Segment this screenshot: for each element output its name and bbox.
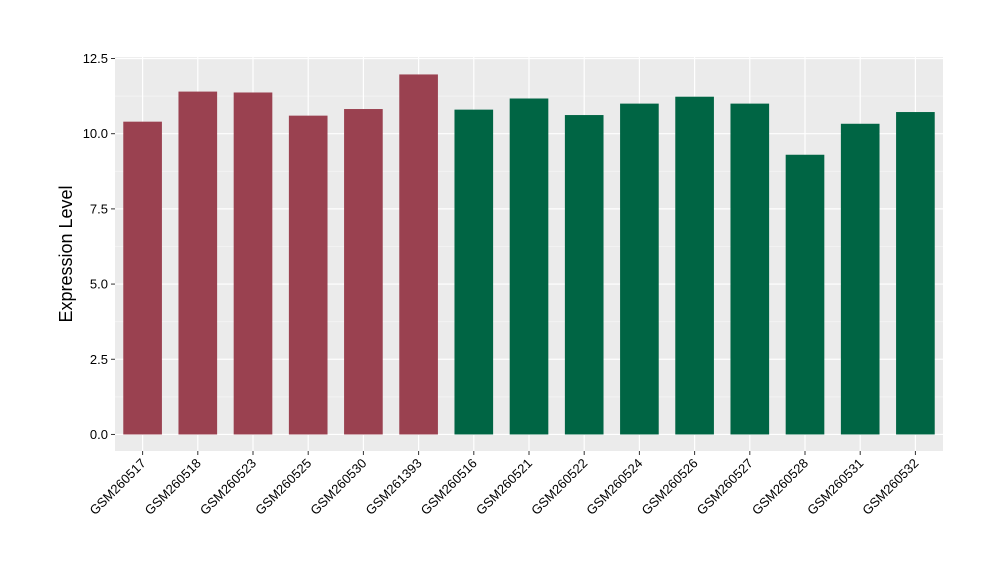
x-tick-label: GSM260518 (142, 456, 204, 518)
x-tick-label: GSM260521 (473, 456, 535, 518)
bar-GSM260528 (785, 154, 825, 435)
bars (123, 74, 935, 435)
bar-GSM260523 (233, 92, 273, 435)
bar-GSM260524 (620, 103, 659, 435)
y-axis: 0.0 2.5 5.0 7.5 10.0 12.5 (83, 51, 115, 442)
y-tick-label: 5.0 (90, 277, 108, 292)
x-tick-label: GSM260524 (583, 456, 645, 518)
bar-GSM260526 (675, 96, 714, 435)
x-axis: GSM260517GSM260518GSM260523GSM260525GSM2… (86, 451, 922, 518)
y-tick-label: 10.0 (83, 126, 108, 141)
bar-GSM260522 (564, 115, 604, 435)
bar-GSM260530 (344, 109, 383, 435)
bar-GSM260525 (288, 115, 328, 435)
y-tick-label: 2.5 (90, 352, 108, 367)
y-tick-label: 7.5 (90, 201, 108, 216)
x-tick-label: GSM260526 (638, 456, 700, 518)
bar-GSM260517 (123, 121, 162, 435)
bar-GSM260518 (178, 91, 218, 435)
y-tick-label: 12.5 (83, 51, 108, 66)
y-tick-label: 0.0 (90, 427, 108, 442)
x-tick-label: GSM260531 (804, 456, 866, 518)
bar-GSM260516 (454, 109, 494, 435)
x-tick-label: GSM260527 (694, 456, 756, 518)
x-tick-label: GSM260528 (749, 456, 811, 518)
x-tick-label: GSM260525 (252, 456, 314, 518)
x-tick-label: GSM261393 (362, 456, 424, 518)
x-tick-label: GSM260517 (86, 456, 148, 518)
bar-GSM260532 (896, 112, 935, 435)
bar-GSM260521 (509, 98, 549, 435)
y-axis-title: Expression Level (56, 185, 76, 322)
x-tick-label: GSM260530 (307, 456, 369, 518)
bar-GSM261393 (399, 74, 438, 435)
bar-GSM260527 (730, 103, 770, 435)
x-tick-label: GSM260516 (418, 456, 480, 518)
x-tick-label: GSM260522 (528, 456, 590, 518)
x-tick-label: GSM260523 (197, 456, 259, 518)
x-tick-label: GSM260532 (859, 456, 921, 518)
bar-GSM260531 (840, 123, 880, 435)
